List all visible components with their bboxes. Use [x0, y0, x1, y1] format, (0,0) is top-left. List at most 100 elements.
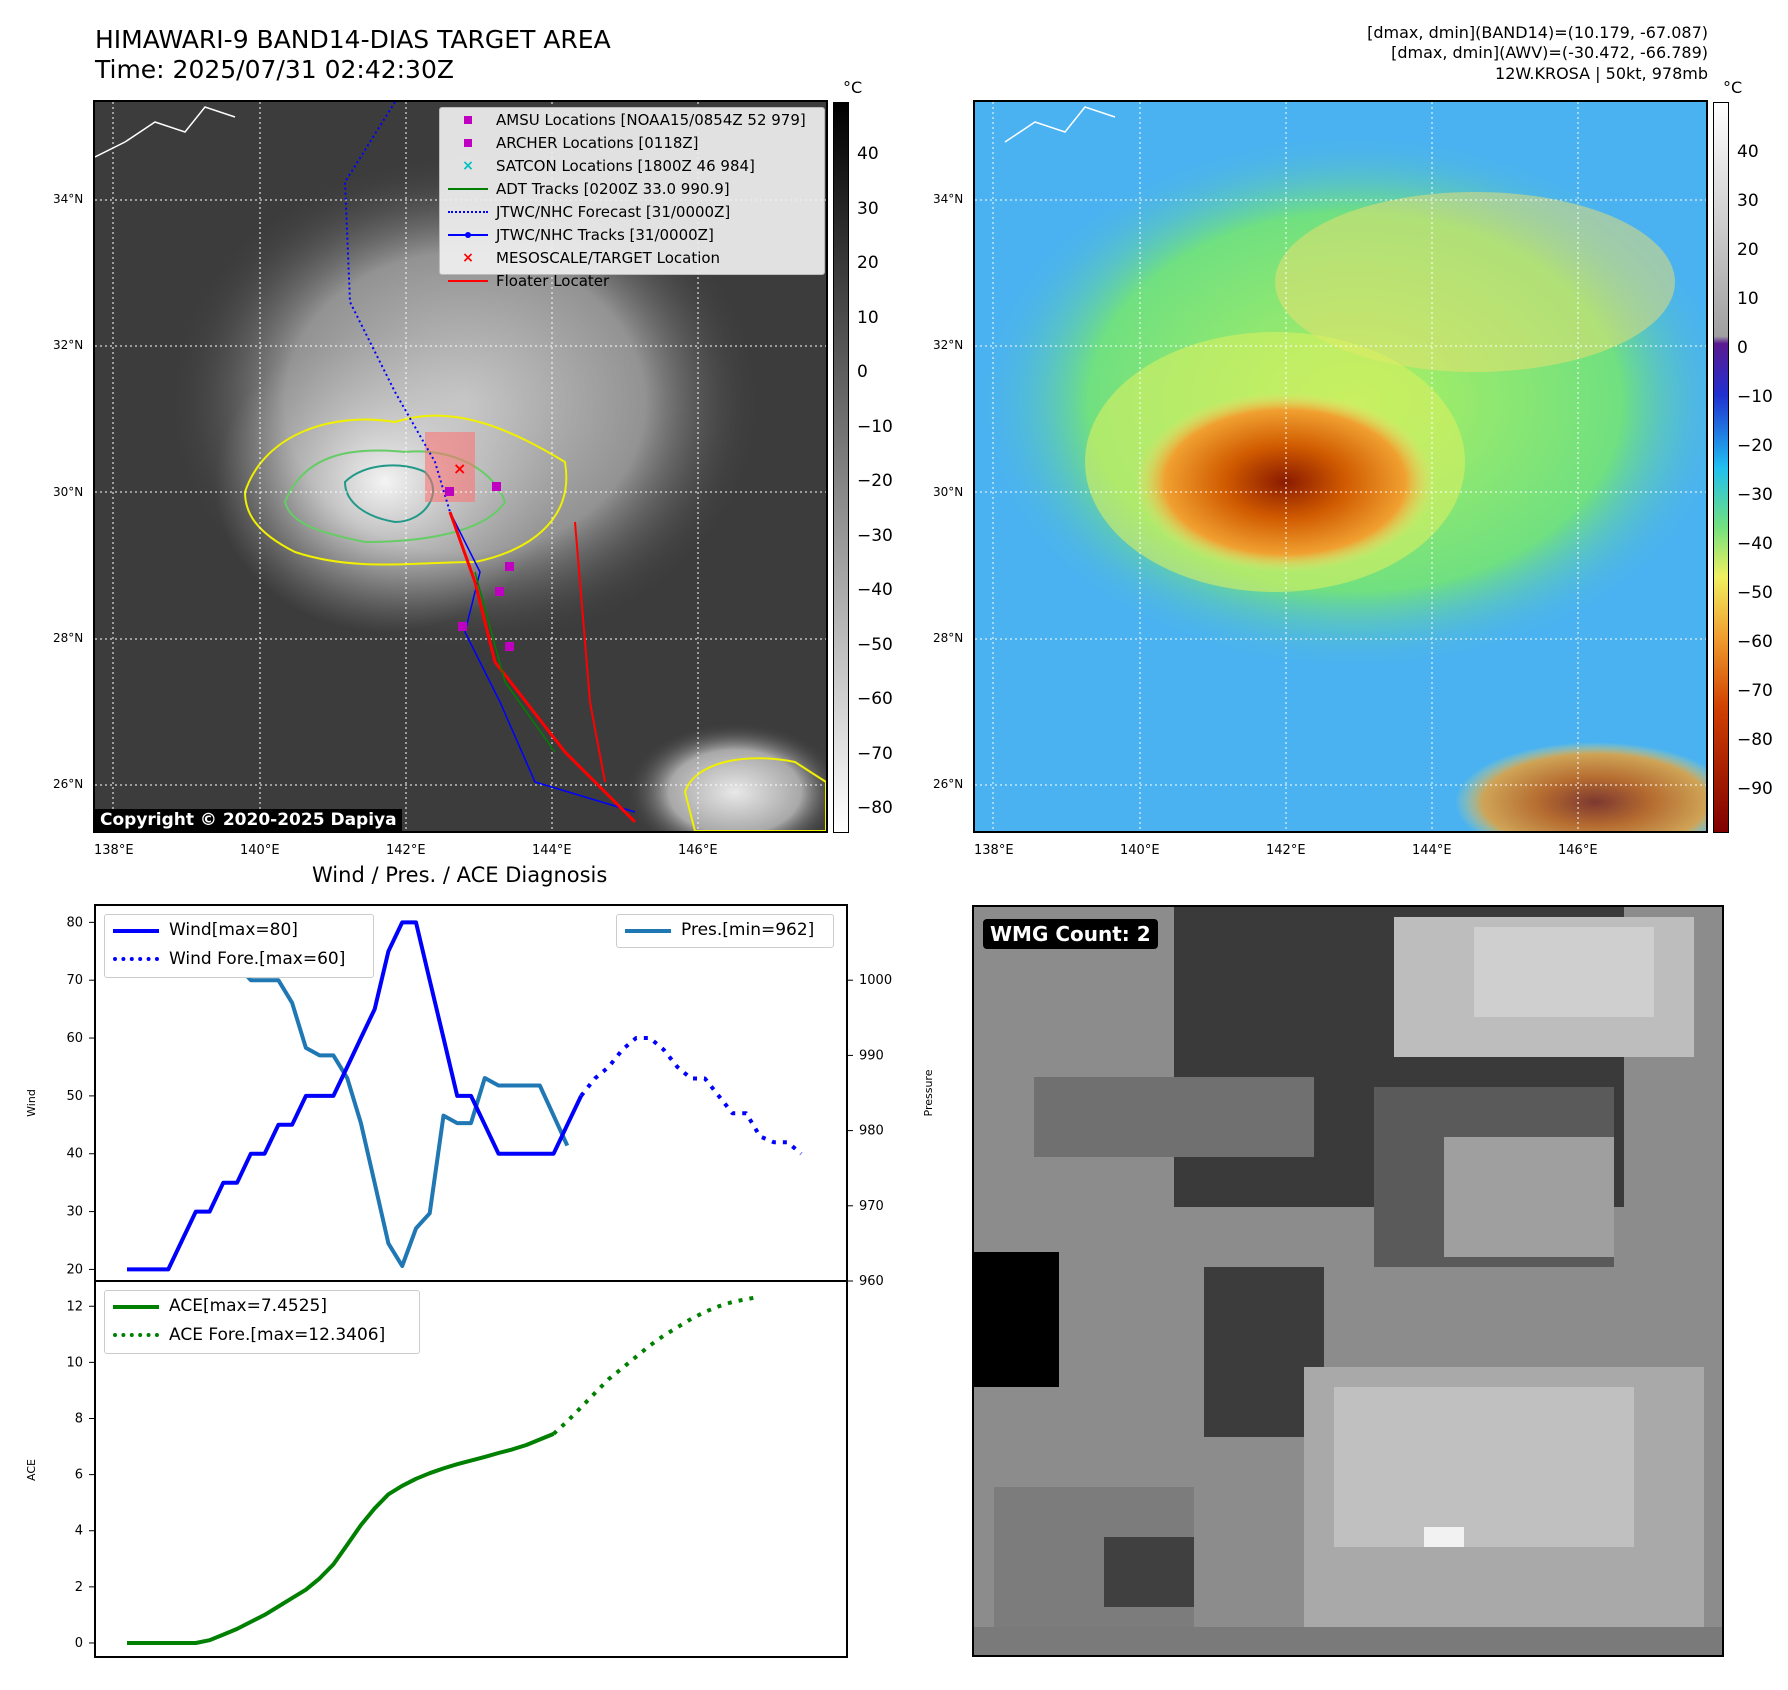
- color-colorbar-tick: −10: [1737, 387, 1773, 407]
- awv-range: [dmax, dmin](AWV)=(-30.472, -66.789): [1391, 43, 1708, 62]
- bw-colorbar-tick: 30: [857, 198, 879, 219]
- legend-jtwc-tracks: JTWC/NHC Tracks [31/0000Z]: [440, 223, 824, 246]
- lon-label-144e-right: 144°E: [1412, 843, 1452, 858]
- ace-legend: ACE[max=7.4525] ACE Fore.[max=12.3406]: [104, 1290, 420, 1354]
- copyright-label: Copyright © 2020-2025 Dapiya: [95, 809, 402, 831]
- lon-label-140e: 140°E: [240, 843, 280, 858]
- bw-colorbar-tick: −30: [857, 525, 893, 546]
- pressure-tick-label: 960: [859, 1274, 884, 1289]
- wmg-count-badge: WMG Count: 2: [983, 919, 1158, 949]
- ir-color-imagery: [975, 102, 1706, 831]
- lon-label-144e: 144°E: [532, 843, 572, 858]
- bw-colorbar-tick: 20: [857, 253, 879, 273]
- ace-tick-label: 2: [75, 1580, 83, 1595]
- bw-colorbar-tick: 0: [857, 362, 868, 382]
- lon-label-142e-right: 142°E: [1266, 843, 1306, 858]
- legend-pressure: Pres.[min=962]: [617, 915, 833, 944]
- color-colorbar: [1713, 102, 1729, 833]
- legend-archer: ARCHER Locations [0118Z]: [440, 131, 824, 154]
- ace-axes: [94, 1280, 848, 1658]
- pressure-tick-label: 1000: [859, 973, 892, 988]
- legend-jtwc-forecast: JTWC/NHC Forecast [31/0000Z]: [440, 200, 824, 223]
- figure-time: Time: 2025/07/31 02:42:30Z: [95, 55, 454, 84]
- ace-tick-label: 6: [75, 1468, 83, 1483]
- ir-bw-imagery: ×: [95, 102, 826, 831]
- ir-color-map: [973, 100, 1708, 833]
- ace-tick-label: 12: [66, 1299, 83, 1314]
- color-colorbar-tick: −20: [1737, 436, 1773, 456]
- wind-line: [127, 920, 583, 1272]
- legend-floater: Floater Locater: [440, 269, 824, 292]
- legend-ace-fore: ACE Fore.[max=12.3406]: [105, 1320, 419, 1349]
- wind-tick-label: 20: [66, 1262, 83, 1277]
- pressure-tick-label: 980: [859, 1124, 884, 1139]
- lat-label-32n: 32°N: [53, 338, 84, 352]
- lat-label-30n-right: 30°N: [933, 485, 964, 499]
- storm-info: 12W.KROSA | 50kt, 978mb: [1495, 64, 1708, 83]
- ace-tick-label: 0: [75, 1636, 83, 1651]
- lat-label-30n: 30°N: [53, 485, 84, 499]
- color-colorbar-tick: −40: [1737, 534, 1773, 554]
- lon-label-140e-right: 140°E: [1120, 843, 1160, 858]
- bw-colorbar-tick: −60: [857, 689, 893, 709]
- color-colorbar-tick: −60: [1737, 632, 1773, 652]
- bw-colorbar-tick: 10: [857, 307, 879, 328]
- legend-wind: Wind[max=80]: [105, 915, 373, 944]
- lat-label-34n: 34°N: [53, 192, 84, 206]
- ace-tick-label: 4: [75, 1524, 83, 1539]
- bw-colorbar: [833, 102, 849, 833]
- ace-tick-label: 8: [75, 1411, 83, 1426]
- legend-wind-fore: Wind Fore.[max=60]: [105, 944, 373, 973]
- wind-tick-label: 60: [66, 1031, 83, 1046]
- lat-label-28n: 28°N: [53, 631, 84, 645]
- wind-tick-label: 80: [66, 915, 83, 930]
- color-colorbar-tick: −30: [1737, 485, 1773, 505]
- color-colorbar-unit: °C: [1723, 78, 1743, 97]
- color-colorbar-tick: 30: [1737, 191, 1759, 211]
- wmg-image: [974, 907, 1722, 1655]
- bw-colorbar-tick: −50: [857, 634, 893, 655]
- wind-legend: Wind[max=80] Wind Fore.[max=60]: [104, 914, 374, 978]
- wind-tick-label: 50: [66, 1089, 83, 1104]
- svg-text:×: ×: [453, 459, 466, 478]
- wind-tick-label: 30: [66, 1205, 83, 1220]
- lon-label-142e: 142°E: [386, 843, 426, 858]
- color-colorbar-tick: −90: [1737, 779, 1773, 799]
- ace-line: [127, 1432, 555, 1645]
- color-colorbar-tick: −80: [1737, 730, 1773, 750]
- ace-forecast-line: [552, 1294, 761, 1436]
- wmg-panel: WMG Count: 2: [972, 905, 1724, 1657]
- lat-label-34n-right: 34°N: [933, 192, 964, 206]
- bw-colorbar-tick: −80: [857, 798, 893, 818]
- map-legend: AMSU Locations [NOAA15/0854Z 52 979] ARC…: [439, 107, 825, 290]
- ace-axis-label: ACE: [25, 1459, 38, 1481]
- wind-tick-label: 40: [66, 1147, 83, 1162]
- lat-label-26n: 26°N: [53, 777, 84, 791]
- ace-tick-label: 10: [66, 1355, 83, 1370]
- lon-label-146e: 146°E: [678, 843, 718, 858]
- lon-label-138e-right: 138°E: [974, 843, 1014, 858]
- pressure-axis-label: Pressure: [922, 1069, 935, 1116]
- diagnosis-title: Wind / Pres. / ACE Diagnosis: [312, 863, 608, 887]
- pressure-tick-label: 990: [859, 1048, 884, 1063]
- bw-colorbar-tick: −20: [857, 471, 893, 491]
- lat-label-26n-right: 26°N: [933, 777, 964, 791]
- bw-colorbar-tick: −40: [857, 580, 893, 600]
- pressure-legend: Pres.[min=962]: [616, 914, 834, 948]
- wind-forecast-line: [579, 1036, 803, 1156]
- lat-label-28n-right: 28°N: [933, 631, 964, 645]
- legend-adt: ADT Tracks [0200Z 33.0 990.9]: [440, 177, 824, 200]
- color-colorbar-tick: −50: [1737, 583, 1773, 603]
- ir-bw-map: × AMSU Locations [NOAA15/0854Z 52 979] A…: [93, 100, 828, 833]
- color-colorbar-tick: −70: [1737, 681, 1773, 701]
- wind-tick-label: 70: [66, 973, 83, 988]
- lon-label-138e: 138°E: [94, 843, 134, 858]
- legend-satcon: × SATCON Locations [1800Z 46 984]: [462, 156, 755, 175]
- bw-colorbar-tick: −10: [857, 416, 893, 437]
- color-colorbar-tick: 20: [1737, 240, 1759, 260]
- legend-amsu: AMSU Locations [NOAA15/0854Z 52 979]: [440, 108, 824, 131]
- legend-target: × MESOSCALE/TARGET Location: [462, 248, 721, 267]
- bw-colorbar-unit: °C: [843, 78, 863, 97]
- lon-label-146e-right: 146°E: [1558, 843, 1598, 858]
